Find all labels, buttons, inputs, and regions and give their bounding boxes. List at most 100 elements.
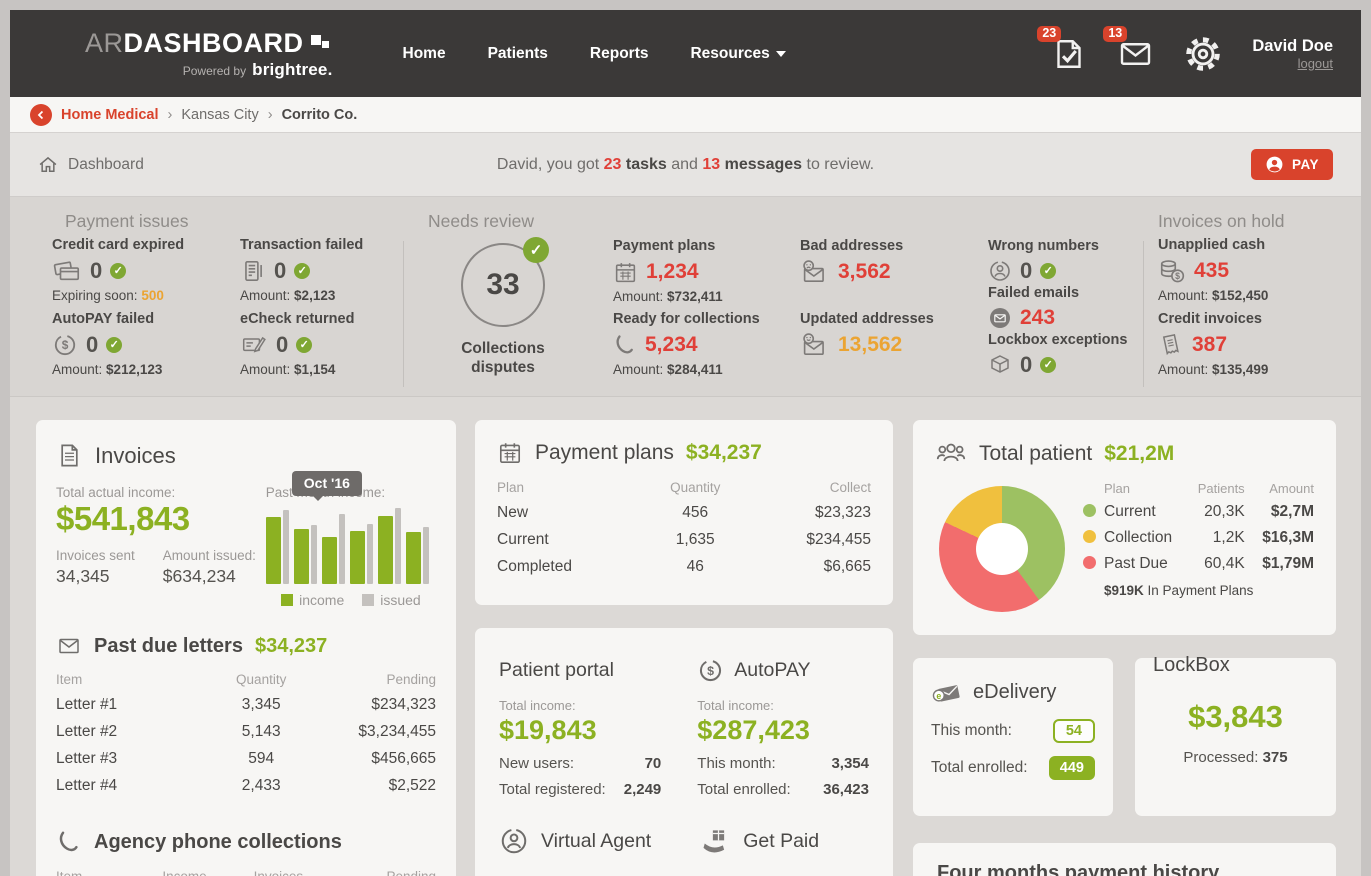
- stat-updated-addresses[interactable]: Updated addresses 13,562: [800, 311, 934, 356]
- back-button[interactable]: [30, 103, 52, 126]
- payment-plans-footnote: $919K In Payment Plans: [1104, 583, 1254, 598]
- table-row: Letter #3 594 $456,665: [56, 749, 436, 767]
- payment-plans-amount: $34,237: [685, 441, 762, 464]
- person-circle-icon: [988, 259, 1012, 283]
- invoices-title: Invoices: [95, 442, 176, 468]
- autopay-cycle-icon: $: [52, 332, 78, 358]
- chevron-down-icon: [775, 50, 786, 57]
- messages-button[interactable]: 13: [1103, 25, 1154, 72]
- user-circle-icon: [1265, 155, 1284, 174]
- check-circle-icon: ✓: [1040, 263, 1057, 279]
- patient-portal-income: $19,843: [499, 715, 597, 745]
- invoices-sent-value: 34,345: [56, 566, 110, 586]
- table-row: Letter #4 2,433 $2,522: [56, 776, 436, 794]
- breadcrumb: Home Medical › Kansas City › Corrito Co.: [10, 97, 1361, 133]
- table-row: Collection 1,2K $16,3M: [1083, 525, 1314, 551]
- check-circle-icon: ✓: [294, 263, 311, 279]
- nav-links: Home Patients Reports Resources: [403, 45, 786, 63]
- lockbox-title: LockBox: [1153, 654, 1230, 676]
- nav-item-reports[interactable]: Reports: [589, 44, 649, 62]
- disputes-count: 33: [486, 268, 520, 301]
- messages-count-badge: 13: [1103, 25, 1128, 43]
- divider: [403, 241, 404, 387]
- collections-disputes-circle[interactable]: 33: [461, 243, 545, 327]
- svg-text:e: e: [936, 691, 941, 701]
- lockbox-amount: $3,843: [1188, 699, 1283, 734]
- settings-button[interactable]: [1184, 35, 1222, 73]
- autopay-income: $287,423: [697, 715, 810, 745]
- stat-bad-addresses[interactable]: Bad addresses 3,562: [800, 238, 904, 283]
- total-actual-income-label: Total actual income:: [56, 485, 176, 500]
- brightree-brand: brightree.: [252, 59, 333, 79]
- powered-by-label: Powered by: [182, 63, 247, 78]
- stat-failed-emails[interactable]: Failed emails 243: [988, 285, 1080, 330]
- stat-echeck-returned[interactable]: eCheck returned 0 ✓ Amount: $1,154: [240, 311, 355, 377]
- nav-item-resources[interactable]: Resources: [690, 45, 786, 63]
- tasks-count: 23: [603, 155, 622, 173]
- stat-unapplied-cash[interactable]: Unapplied cash $ 435 Amount: $152,450: [1158, 237, 1269, 303]
- needs-review-title: Needs review: [428, 211, 535, 231]
- lockbox-card: LockBox $3,843 Processed: 375: [1135, 654, 1336, 816]
- total-actual-income-value: $541,843: [56, 500, 190, 537]
- payment-history-card: Four months payment history: [913, 843, 1336, 876]
- svg-text:$: $: [1175, 271, 1180, 281]
- patient-portal-title: Patient portal: [499, 658, 614, 681]
- payment-plans-title: Payment plans: [535, 441, 674, 464]
- divider: [1143, 241, 1144, 387]
- messages-count: 13: [702, 155, 721, 173]
- logout-link[interactable]: logout: [1297, 55, 1333, 71]
- stat-ready-for-collections[interactable]: Ready for collections 5,234 Amount: $284…: [613, 311, 760, 377]
- income-issued-bar-chart[interactable]: [265, 508, 436, 584]
- get-paid-item[interactable]: Get Paid: [701, 826, 819, 856]
- amount-issued-value: $634,234: [162, 566, 236, 586]
- current-dot: [1083, 504, 1096, 517]
- table-row: Completed 46 $6,665: [497, 557, 871, 575]
- credit-cards-icon: [52, 258, 82, 284]
- agency-phone-table: Item Income Invoices Pending: [56, 865, 436, 876]
- coins-icon: $: [1158, 258, 1186, 284]
- phone-icon: [613, 333, 637, 357]
- nav-item-patients[interactable]: Patients: [487, 44, 548, 62]
- nav-item-home[interactable]: Home: [402, 44, 446, 62]
- stat-transaction-failed[interactable]: Transaction failed 0 ✓ Amount: $2,123: [240, 237, 364, 303]
- breadcrumb-separator: ›: [167, 106, 173, 123]
- svg-text:$: $: [62, 338, 69, 352]
- breadcrumb-kansas-city[interactable]: Kansas City: [181, 106, 259, 123]
- stat-credit-invoices[interactable]: Credit invoices 387 Amount: $135,499: [1158, 311, 1269, 377]
- stat-autopay-failed[interactable]: AutoPAY failed $ 0 ✓ Amount: $212,123: [52, 311, 163, 377]
- stat-credit-card-expired[interactable]: Credit card expired 0 ✓ Expiring soon: 5…: [52, 237, 185, 303]
- total-enrolled-badge: 449: [1048, 756, 1095, 780]
- svg-text:$: $: [707, 663, 714, 677]
- stat-payment-plans[interactable]: Payment plans 1,234 Amount: $732,411: [613, 238, 723, 304]
- envelope-icon: [56, 634, 82, 658]
- echeck-pen-icon: [240, 332, 268, 358]
- edelivery-card: e eDelivery This month: 54 Total enrolle…: [913, 658, 1113, 816]
- logo-squares-icon: [310, 32, 333, 54]
- breadcrumb-separator: ›: [267, 106, 273, 123]
- user-menu: David Doe logout: [1252, 37, 1333, 71]
- past-due-letters-table: Item Quantity Pending Letter #1 3,345 $234…: [56, 668, 436, 799]
- email-solid-icon: [988, 306, 1012, 330]
- page: AR DASHBOARD Powered by brightree. Home P…: [10, 10, 1361, 876]
- calendar-icon: [613, 260, 638, 285]
- invoices-card: Invoices Total actual income: $541,843 I…: [36, 420, 456, 876]
- patient-donut-chart[interactable]: [939, 486, 1065, 612]
- stats-strip: Payment issues Needs review Invoices on …: [10, 197, 1361, 397]
- legend-issued: issued: [362, 592, 421, 608]
- breadcrumb-corrito-co[interactable]: Corrito Co.: [281, 106, 358, 123]
- pay-button[interactable]: PAY: [1250, 149, 1333, 180]
- chart-tooltip: Oct '16: [291, 471, 362, 501]
- tasks-button[interactable]: 23: [1037, 25, 1087, 72]
- virtual-agent-item[interactable]: Virtual Agent: [499, 826, 651, 856]
- stat-lockbox-exceptions[interactable]: Lockbox exceptions 0 ✓: [988, 332, 1128, 377]
- past-due-letters-amount: $34,237: [254, 634, 328, 657]
- calendar-icon: [497, 440, 523, 466]
- stat-wrong-numbers[interactable]: Wrong numbers 0 ✓: [988, 238, 1099, 283]
- this-month-badge: 54: [1052, 719, 1095, 743]
- total-patient-amount: $21,2M: [1104, 442, 1175, 465]
- col-item: Item: [56, 672, 83, 687]
- collection-dot: [1083, 530, 1096, 543]
- document-icon: [56, 442, 83, 469]
- breadcrumb-home-medical[interactable]: Home Medical: [61, 106, 159, 123]
- total-patient-card: Total patient $21,2M Plan Patients Amoun…: [913, 420, 1336, 635]
